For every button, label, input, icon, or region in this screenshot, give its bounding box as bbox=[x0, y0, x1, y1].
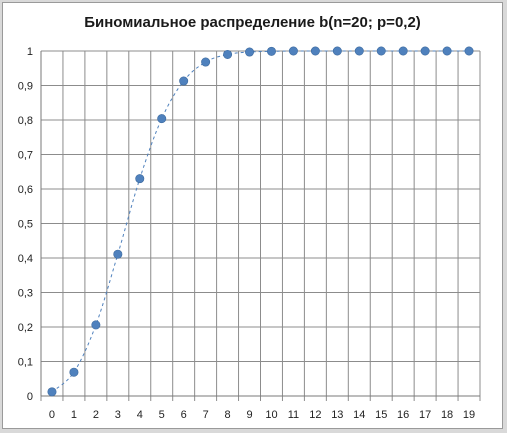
y-tick-label: 0,9 bbox=[18, 81, 33, 93]
x-tick-label: 9 bbox=[246, 409, 252, 421]
y-tick-label: 0,3 bbox=[18, 288, 33, 300]
data-point bbox=[376, 46, 386, 56]
x-tick-label: 4 bbox=[137, 409, 143, 421]
x-tick-label: 1 bbox=[71, 409, 77, 421]
y-tick-label: 1 bbox=[27, 46, 33, 58]
y-tick-label: 0,5 bbox=[18, 219, 33, 231]
x-tick-label: 14 bbox=[353, 409, 365, 421]
y-tick-label: 0,8 bbox=[18, 115, 33, 127]
y-tick-label: 0,2 bbox=[18, 322, 33, 334]
x-tick-label: 11 bbox=[288, 409, 299, 421]
data-point bbox=[310, 46, 320, 56]
x-tick-label: 6 bbox=[181, 409, 187, 421]
data-point bbox=[91, 320, 101, 330]
x-tick-label: 16 bbox=[397, 409, 409, 421]
y-tick-label: 0,4 bbox=[18, 253, 33, 265]
data-point bbox=[223, 49, 233, 59]
data-point bbox=[245, 47, 255, 57]
data-point bbox=[113, 249, 123, 259]
x-tick-label: 17 bbox=[419, 409, 431, 421]
data-point bbox=[47, 387, 57, 397]
y-tick-label: 0 bbox=[27, 391, 33, 403]
x-tick-label: 5 bbox=[159, 409, 165, 421]
data-point bbox=[157, 114, 167, 124]
y-tick-label: 0,1 bbox=[18, 357, 33, 369]
data-point bbox=[420, 46, 430, 56]
x-tick-label: 3 bbox=[115, 409, 121, 421]
x-tick-label: 12 bbox=[309, 409, 321, 421]
data-point bbox=[332, 46, 342, 56]
data-point bbox=[69, 367, 79, 377]
data-point bbox=[135, 174, 145, 184]
data-point bbox=[442, 46, 452, 56]
data-point bbox=[354, 46, 364, 56]
data-point bbox=[398, 46, 408, 56]
data-point bbox=[266, 46, 276, 56]
x-tick-label: 13 bbox=[331, 409, 343, 421]
y-tick-label: 0,7 bbox=[18, 150, 33, 162]
data-point bbox=[288, 46, 298, 56]
x-tick-label: 8 bbox=[225, 409, 231, 421]
x-tick-label: 18 bbox=[441, 409, 453, 421]
x-tick-label: 7 bbox=[203, 409, 209, 421]
data-point bbox=[464, 46, 474, 56]
chart-title: Биномиальное распределение b(n=20; p=0,2… bbox=[84, 14, 421, 31]
x-tick-label: 10 bbox=[265, 409, 277, 421]
chart-frame: Биномиальное распределение b(n=20; p=0,2… bbox=[2, 2, 503, 429]
data-point bbox=[201, 57, 211, 67]
data-point bbox=[179, 76, 189, 86]
x-tick-label: 15 bbox=[375, 409, 387, 421]
x-tick-label: 0 bbox=[49, 409, 55, 421]
y-tick-label: 0,6 bbox=[18, 184, 33, 196]
x-tick-label: 19 bbox=[463, 409, 475, 421]
x-tick-label: 2 bbox=[93, 409, 99, 421]
